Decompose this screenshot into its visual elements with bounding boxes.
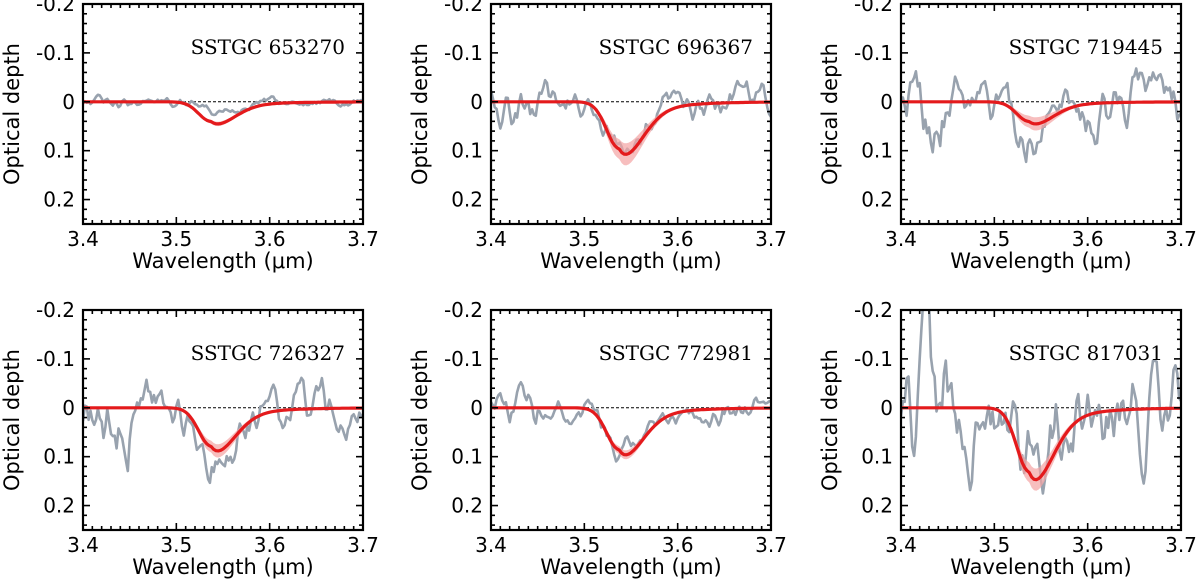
- x-tick-label: 3.5: [160, 227, 192, 251]
- y-tick-label: 0.1: [451, 139, 483, 163]
- y-tick-label: 0.1: [43, 445, 75, 469]
- x-axis-label: Wavelength (μm): [950, 555, 1131, 579]
- model-fit-line: [901, 100, 1181, 126]
- x-tick-label: 3.7: [755, 227, 787, 251]
- y-tick-label: 0: [880, 396, 893, 420]
- x-axis-label: Wavelength (μm): [950, 249, 1131, 273]
- panel-4: 3.4 3.5 3.6 3.7 -0.2 -0.1 0 0.1 0.2 Wavelength (μ…: [0, 298, 379, 579]
- x-tick-label: 3.6: [1072, 227, 1104, 251]
- y-tick-label: -0.1: [36, 41, 75, 65]
- observed-spectrum-line: [491, 380, 771, 463]
- y-axis-label: Optical depth: [818, 349, 842, 491]
- y-axis-label: Optical depth: [408, 349, 432, 491]
- y-tick-label: -0.2: [444, 0, 483, 16]
- y-tick-label: -0.1: [444, 347, 483, 371]
- x-tick-label: 3.4: [67, 533, 99, 557]
- y-axis-label: Optical depth: [408, 43, 432, 185]
- x-tick-label: 3.7: [755, 533, 787, 557]
- y-tick-label: 0: [880, 90, 893, 114]
- x-tick-label: 3.7: [347, 227, 379, 251]
- observed-spectrum-line: [83, 93, 363, 117]
- panel-title: SSTGC 696367: [599, 35, 753, 59]
- x-tick-label: 3.4: [67, 227, 99, 251]
- y-tick-label: -0.2: [444, 298, 483, 322]
- y-tick-label: -0.1: [36, 347, 75, 371]
- y-tick-label: 0: [470, 396, 483, 420]
- y-tick-label: 0.2: [451, 188, 483, 212]
- fit-uncertainty-band: [491, 407, 771, 460]
- x-tick-label: 3.6: [662, 227, 694, 251]
- y-tick-label: 0: [470, 90, 483, 114]
- x-tick-label: 3.6: [254, 533, 286, 557]
- y-tick-label: -0.2: [36, 298, 75, 322]
- y-tick-label: 0.1: [861, 139, 893, 163]
- y-tick-label: 0.2: [43, 494, 75, 518]
- y-tick-label: 0.1: [451, 445, 483, 469]
- y-tick-label: -0.1: [854, 41, 893, 65]
- panel-6: 3.4 3.5 3.6 3.7 -0.2 -0.1 0 0.1 0.2 Wavelength (μ…: [818, 298, 1197, 579]
- model-fit-line: [491, 100, 771, 156]
- x-tick-label: 3.6: [254, 227, 286, 251]
- x-axis-label: Wavelength (μm): [132, 249, 313, 273]
- x-tick-label: 3.4: [475, 533, 507, 557]
- panel-title: SSTGC 772981: [599, 341, 753, 365]
- x-tick-label: 3.4: [885, 533, 917, 557]
- y-tick-label: 0.2: [451, 494, 483, 518]
- y-tick-label: 0.1: [861, 445, 893, 469]
- fit-uncertainty-band: [901, 101, 1181, 131]
- model-fit-line: [901, 406, 1181, 482]
- model-fit-line: [83, 406, 363, 453]
- y-tick-label: -0.2: [36, 0, 75, 16]
- y-tick-label: -0.2: [854, 0, 893, 16]
- x-tick-label: 3.5: [160, 533, 192, 557]
- x-tick-label: 3.5: [568, 533, 600, 557]
- panel-1: 3.4 3.5 3.6 3.7 -0.2 -0.1 0 0.1 0.2 Wavelength (μ…: [0, 0, 379, 273]
- x-tick-label: 3.6: [1072, 533, 1104, 557]
- model-fit-line: [83, 100, 363, 126]
- observed-spectrum-line: [83, 376, 363, 485]
- panel-title: SSTGC 726327: [191, 341, 345, 365]
- observed-spectrum-line: [901, 310, 1181, 495]
- model-fit-line: [491, 406, 771, 457]
- panel-3: 3.4 3.5 3.6 3.7 -0.2 -0.1 0 0.1 0.2 Wavelength (μ…: [818, 0, 1197, 273]
- panel-title: SSTGC 653270: [191, 35, 345, 59]
- x-tick-label: 3.7: [1165, 533, 1197, 557]
- y-tick-label: -0.2: [854, 298, 893, 322]
- observed-spectrum-line: [901, 67, 1181, 164]
- y-axis-label: Optical depth: [0, 349, 24, 491]
- y-tick-label: 0: [62, 396, 75, 420]
- x-axis-label: Wavelength (μm): [132, 555, 313, 579]
- y-tick-label: 0.2: [43, 188, 75, 212]
- y-tick-label: 0: [62, 90, 75, 114]
- panel-5: 3.4 3.5 3.6 3.7 -0.2 -0.1 0 0.1 0.2 Wavelength (μ…: [408, 298, 787, 579]
- x-tick-label: 3.5: [978, 227, 1010, 251]
- panel-title: SSTGC 817031: [1009, 341, 1163, 365]
- panel-title: SSTGC 719445: [1009, 35, 1163, 59]
- x-axis-label: Wavelength (μm): [540, 249, 721, 273]
- x-tick-label: 3.5: [978, 533, 1010, 557]
- y-tick-label: 0.1: [43, 139, 75, 163]
- y-tick-label: -0.1: [444, 41, 483, 65]
- y-tick-label: 0.2: [861, 188, 893, 212]
- y-axis-label: Optical depth: [0, 43, 24, 185]
- panel-2: 3.4 3.5 3.6 3.7 -0.2 -0.1 0 0.1 0.2 Wavelength (μ…: [408, 0, 787, 273]
- x-tick-label: 3.5: [568, 227, 600, 251]
- x-tick-label: 3.7: [347, 533, 379, 557]
- x-axis-label: Wavelength (μm): [540, 555, 721, 579]
- y-tick-label: 0.2: [861, 494, 893, 518]
- y-axis-label: Optical depth: [818, 43, 842, 185]
- x-tick-label: 3.6: [662, 533, 694, 557]
- x-tick-label: 3.4: [475, 227, 507, 251]
- x-tick-label: 3.4: [885, 227, 917, 251]
- x-tick-label: 3.7: [1165, 227, 1197, 251]
- y-tick-label: -0.1: [854, 347, 893, 371]
